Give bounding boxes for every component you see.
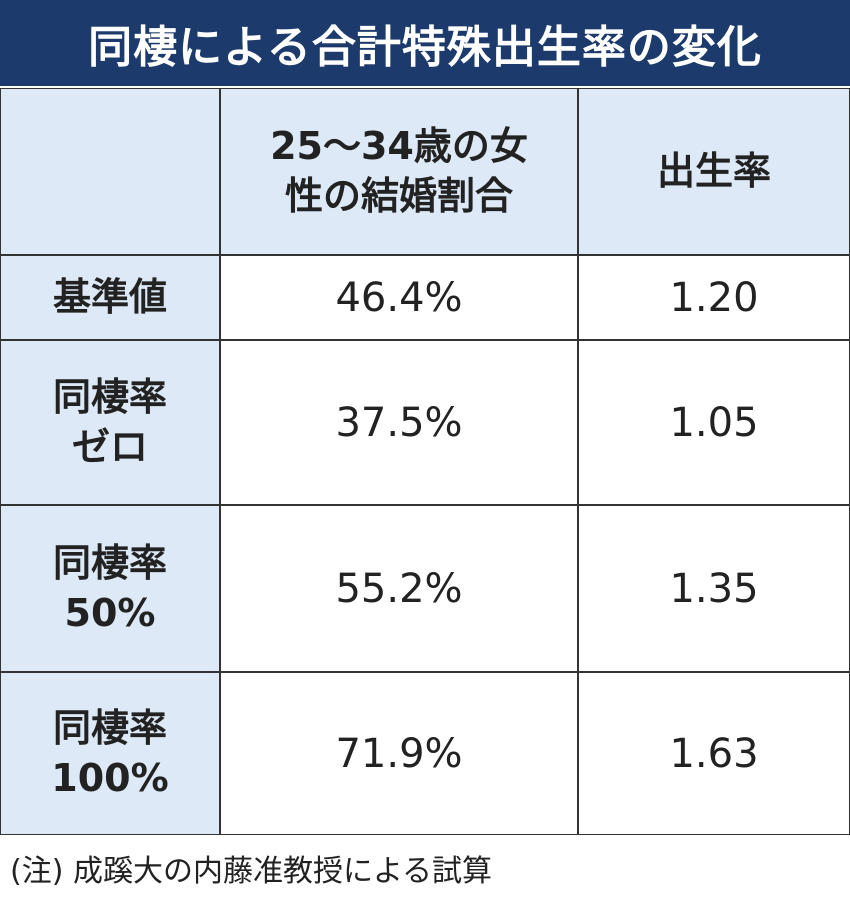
column-header: 出生率: [578, 88, 850, 255]
column-header: 25～34歳の女 性の結婚割合: [220, 88, 578, 255]
cell: 55.2%: [220, 505, 578, 672]
cell-line: 基準値: [52, 274, 167, 319]
column-header: [0, 88, 220, 255]
cell-line: 25～34歳の女: [270, 124, 528, 169]
cell-line: 100%: [51, 755, 169, 800]
row-header: 基準値: [0, 255, 220, 340]
cell: 1.63: [578, 672, 850, 835]
cell-line: 50%: [64, 590, 156, 635]
cell-line: ゼロ: [71, 424, 148, 469]
cell: 1.05: [578, 340, 850, 505]
cell-line: 同棲率: [52, 706, 167, 751]
row-header: 同棲率 100%: [0, 672, 220, 835]
cell-line: 同棲率: [52, 541, 167, 586]
cell-line: 性の結婚割合: [284, 173, 513, 218]
title: 同棲による合計特殊出生率の変化: [0, 0, 850, 86]
cell-line: 同棲率: [52, 375, 167, 420]
row-header: 同棲率 ゼロ: [0, 340, 220, 505]
cell: 1.20: [578, 255, 850, 340]
cell: 71.9%: [220, 672, 578, 835]
cell-line: 出生率: [656, 148, 771, 193]
cell: 37.5%: [220, 340, 578, 505]
cell: 46.4%: [220, 255, 578, 340]
row-header: 同棲率 50%: [0, 505, 220, 672]
note: (注) 成蹊大の内藤准教授による試算: [10, 854, 493, 889]
cell: 1.35: [578, 505, 850, 672]
